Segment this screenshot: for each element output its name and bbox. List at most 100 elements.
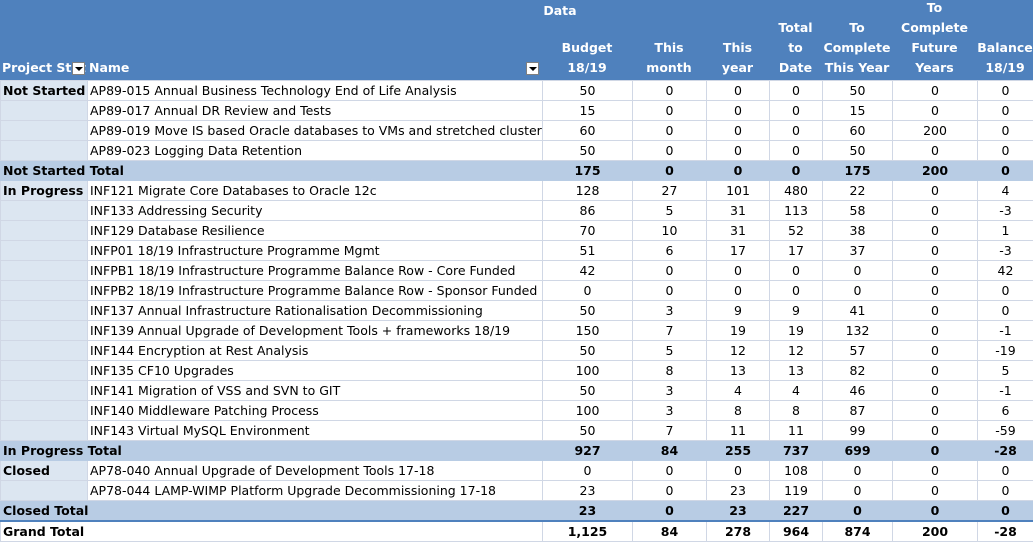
value-cell-future[interactable]: 0: [893, 481, 978, 501]
value-cell-budget[interactable]: 50: [543, 141, 633, 161]
project-status-cell[interactable]: [1, 361, 88, 381]
value-cell-budget[interactable]: 100: [543, 401, 633, 421]
value-cell-balance[interactable]: 4: [978, 181, 1033, 201]
project-name-cell[interactable]: INF121 Migrate Core Databases to Oracle …: [88, 181, 543, 201]
value-cell-balance[interactable]: -3: [978, 241, 1033, 261]
project-name-cell[interactable]: AP78-040 Annual Upgrade of Development T…: [88, 461, 543, 481]
subtotal-cell-month[interactable]: 0: [633, 161, 707, 181]
value-cell-total[interactable]: 0: [770, 81, 823, 101]
value-cell-balance[interactable]: 0: [978, 301, 1033, 321]
value-cell-future[interactable]: 0: [893, 261, 978, 281]
project-status-cell[interactable]: [1, 381, 88, 401]
subtotal-label[interactable]: Not Started Total: [1, 161, 543, 181]
value-cell-year[interactable]: 0: [707, 81, 770, 101]
value-cell-budget[interactable]: 0: [543, 281, 633, 301]
value-cell-budget[interactable]: 23: [543, 481, 633, 501]
value-cell-total[interactable]: 13: [770, 361, 823, 381]
subtotal-cell-total[interactable]: 227: [770, 501, 823, 522]
value-cell-total[interactable]: 480: [770, 181, 823, 201]
project-status-cell[interactable]: [1, 481, 88, 501]
filter-dropdown-icon[interactable]: [526, 62, 539, 75]
value-cell-balance[interactable]: 0: [978, 481, 1033, 501]
subtotal-cell-future[interactable]: 200: [893, 161, 978, 181]
value-cell-month[interactable]: 5: [633, 341, 707, 361]
value-cell-year[interactable]: 4: [707, 381, 770, 401]
value-cell-year[interactable]: 11: [707, 421, 770, 441]
value-cell-complete[interactable]: 22: [823, 181, 893, 201]
value-cell-budget[interactable]: 50: [543, 421, 633, 441]
value-cell-balance[interactable]: 0: [978, 461, 1033, 481]
value-cell-future[interactable]: 0: [893, 341, 978, 361]
value-cell-complete[interactable]: 60: [823, 121, 893, 141]
value-cell-year[interactable]: 8: [707, 401, 770, 421]
value-cell-month[interactable]: 8: [633, 361, 707, 381]
value-cell-balance[interactable]: -3: [978, 201, 1033, 221]
project-status-cell[interactable]: [1, 401, 88, 421]
value-cell-balance[interactable]: 42: [978, 261, 1033, 281]
value-cell-future[interactable]: 0: [893, 141, 978, 161]
value-cell-future[interactable]: 0: [893, 361, 978, 381]
value-cell-budget[interactable]: 60: [543, 121, 633, 141]
subtotal-cell-total[interactable]: 0: [770, 161, 823, 181]
value-cell-complete[interactable]: 99: [823, 421, 893, 441]
value-cell-budget[interactable]: 50: [543, 301, 633, 321]
project-status-cell[interactable]: [1, 101, 88, 121]
value-cell-month[interactable]: 6: [633, 241, 707, 261]
project-name-cell[interactable]: AP89-017 Annual DR Review and Tests: [88, 101, 543, 121]
subtotal-cell-year[interactable]: 23: [707, 501, 770, 522]
project-name-cell[interactable]: INF129 Database Resilience: [88, 221, 543, 241]
value-cell-complete[interactable]: 50: [823, 81, 893, 101]
project-status-cell[interactable]: [1, 201, 88, 221]
value-cell-budget[interactable]: 150: [543, 321, 633, 341]
value-cell-year[interactable]: 0: [707, 121, 770, 141]
value-cell-balance[interactable]: 0: [978, 141, 1033, 161]
value-cell-month[interactable]: 0: [633, 261, 707, 281]
subtotal-cell-budget[interactable]: 927: [543, 441, 633, 461]
value-cell-budget[interactable]: 50: [543, 381, 633, 401]
project-status-cell[interactable]: [1, 141, 88, 161]
value-cell-budget[interactable]: 50: [543, 341, 633, 361]
project-status-cell[interactable]: [1, 221, 88, 241]
project-status-cell[interactable]: Not Started: [1, 81, 88, 101]
subtotal-cell-complete[interactable]: 699: [823, 441, 893, 461]
value-cell-balance[interactable]: 0: [978, 81, 1033, 101]
value-cell-balance[interactable]: 1: [978, 221, 1033, 241]
value-cell-budget[interactable]: 0: [543, 461, 633, 481]
project-name-cell[interactable]: AP89-019 Move IS based Oracle databases …: [88, 121, 543, 141]
value-cell-balance[interactable]: 0: [978, 281, 1033, 301]
value-cell-complete[interactable]: 58: [823, 201, 893, 221]
subtotal-cell-year[interactable]: 0: [707, 161, 770, 181]
value-cell-future[interactable]: 0: [893, 461, 978, 481]
value-cell-month[interactable]: 0: [633, 121, 707, 141]
value-cell-year[interactable]: 31: [707, 221, 770, 241]
value-cell-future[interactable]: 0: [893, 201, 978, 221]
value-cell-month[interactable]: 27: [633, 181, 707, 201]
value-cell-month[interactable]: 3: [633, 381, 707, 401]
value-cell-future[interactable]: 0: [893, 281, 978, 301]
grand-total-label[interactable]: Grand Total: [1, 521, 543, 542]
project-status-cell[interactable]: [1, 241, 88, 261]
value-cell-total[interactable]: 0: [770, 101, 823, 121]
project-name-cell[interactable]: INF140 Middleware Patching Process: [88, 401, 543, 421]
value-cell-complete[interactable]: 57: [823, 341, 893, 361]
subtotal-label[interactable]: Closed Total: [1, 501, 543, 522]
project-name-cell[interactable]: AP89-023 Logging Data Retention: [88, 141, 543, 161]
value-cell-complete[interactable]: 37: [823, 241, 893, 261]
value-cell-complete[interactable]: 15: [823, 101, 893, 121]
project-name-cell[interactable]: INF141 Migration of VSS and SVN to GIT: [88, 381, 543, 401]
value-cell-budget[interactable]: 70: [543, 221, 633, 241]
value-cell-year[interactable]: 9: [707, 301, 770, 321]
value-cell-complete[interactable]: 82: [823, 361, 893, 381]
grand-total-cell-complete[interactable]: 874: [823, 521, 893, 542]
value-cell-year[interactable]: 101: [707, 181, 770, 201]
value-cell-year[interactable]: 0: [707, 281, 770, 301]
value-cell-future[interactable]: 0: [893, 401, 978, 421]
value-cell-budget[interactable]: 42: [543, 261, 633, 281]
value-cell-future[interactable]: 0: [893, 421, 978, 441]
value-cell-complete[interactable]: 0: [823, 461, 893, 481]
value-cell-month[interactable]: 3: [633, 401, 707, 421]
value-cell-total[interactable]: 11: [770, 421, 823, 441]
subtotal-cell-balance[interactable]: -28: [978, 441, 1033, 461]
subtotal-cell-total[interactable]: 737: [770, 441, 823, 461]
project-status-cell[interactable]: Closed: [1, 461, 88, 481]
